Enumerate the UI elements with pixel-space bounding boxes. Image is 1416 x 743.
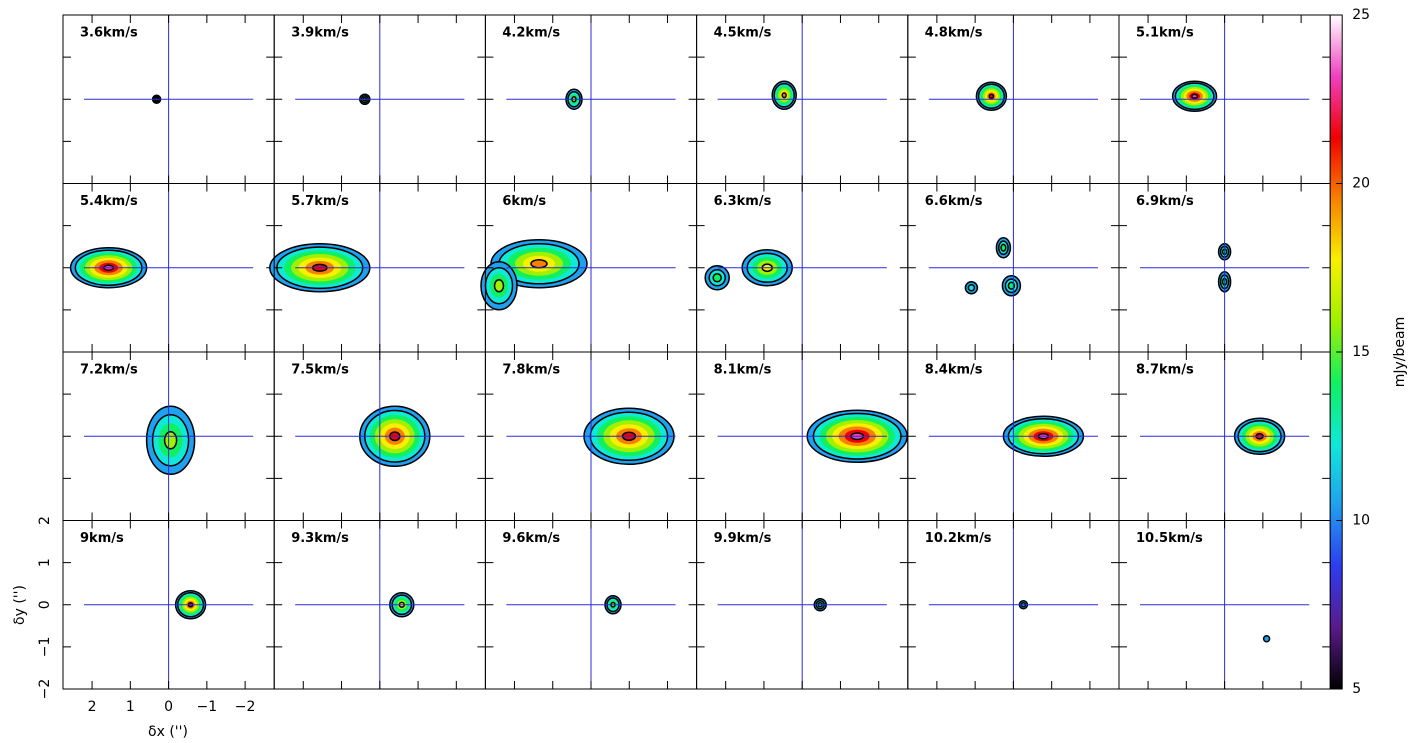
panel-velocity-label: 6.9km/s [1136, 194, 1194, 209]
panel: 7.2km/s [62, 351, 275, 521]
emission-contour [493, 279, 505, 293]
x-tick-label: −1 [197, 699, 218, 715]
colorbar-tick-label: 5 [1352, 681, 1361, 697]
panel-velocity-label: 7.2km/s [80, 363, 138, 378]
colorbar-tick-label: 25 [1352, 7, 1370, 23]
panel: 9.9km/s [696, 520, 909, 690]
y-tick-label: −2 [37, 679, 53, 700]
panel: 8.1km/s [696, 351, 909, 521]
x-tick-label: 0 [164, 699, 173, 715]
panel-velocity-label: 4.5km/s [714, 26, 772, 41]
panel-velocity-label: 9.3km/s [291, 531, 349, 546]
panel: 8.7km/s [1118, 351, 1331, 521]
x-tick-label: 2 [88, 699, 97, 715]
panel-velocity-label: 9.6km/s [502, 531, 560, 546]
emission-contour [163, 431, 178, 450]
emission-contour [712, 273, 722, 283]
panel: 8.4km/s [907, 351, 1120, 521]
panel: 2 1 0 −1 −2 −2 −1 0 1 2 9km/s [37, 516, 275, 715]
panel-velocity-label: 7.5km/s [291, 363, 349, 378]
panel-velocity-label: 9km/s [80, 531, 124, 546]
panel: 10.2km/s [907, 520, 1120, 690]
panel: 4.5km/s [696, 14, 909, 184]
panel: 10.5km/s [1118, 520, 1331, 690]
emission-contour [781, 92, 787, 99]
panel: 3.6km/s [62, 14, 275, 184]
y-axis-label: δy ('') [12, 585, 28, 625]
emission-contour [1000, 243, 1007, 252]
panel-velocity-label: 10.2km/s [925, 531, 992, 546]
panel-velocity-label: 3.9km/s [291, 26, 349, 41]
panel-velocity-label: 4.2km/s [502, 26, 560, 41]
emission-contour [1191, 93, 1199, 99]
panel-velocity-label: 8.4km/s [925, 363, 983, 378]
panel-velocity-label: 3.6km/s [80, 26, 138, 41]
colorbar-tick-label: 15 [1352, 344, 1370, 360]
panel-velocity-label: 8.7km/s [1136, 363, 1194, 378]
panel-velocity-label: 6.3km/s [714, 194, 772, 209]
emission-contour [530, 259, 548, 269]
panel: 6.9km/s [1118, 183, 1331, 353]
panel-velocity-label: 6km/s [502, 194, 546, 209]
colorbar-tick-label: 20 [1352, 176, 1370, 192]
panel: 6km/s [480, 183, 698, 353]
panel-velocity-label: 7.8km/s [502, 363, 560, 378]
y-tick-label: 2 [37, 516, 53, 525]
x-tick-label: 1 [126, 699, 135, 715]
panel: 5.4km/s [62, 183, 275, 353]
panel-velocity-label: 4.8km/s [925, 26, 983, 41]
colorbar-label: mJy/beam [1392, 317, 1408, 388]
panel-velocity-label: 8.1km/s [714, 363, 772, 378]
x-tick-label: −2 [235, 699, 256, 715]
panel: 5.1km/s [1118, 14, 1331, 184]
panel: 9.6km/s [484, 520, 698, 690]
panel-velocity-label: 10.5km/s [1136, 531, 1203, 546]
panel: 4.8km/s [907, 14, 1120, 184]
emission-contour [967, 284, 976, 292]
panel-velocity-label: 9.9km/s [714, 531, 772, 546]
panel: 9.3km/s [273, 520, 486, 690]
emission-contour [988, 93, 995, 99]
panel: 4.2km/s [484, 14, 698, 184]
panel: 7.5km/s [273, 351, 486, 521]
panel: 3.9km/s [273, 14, 486, 184]
panel: 7.8km/s [484, 351, 698, 521]
y-tick-label: 0 [37, 600, 53, 609]
panel-velocity-label: 5.1km/s [1136, 26, 1194, 41]
y-tick-label: 1 [37, 558, 53, 567]
emission-contour [1262, 635, 1271, 643]
colorbar-tick-label: 10 [1352, 513, 1370, 529]
panel-velocity-label: 5.4km/s [80, 194, 138, 209]
panel: 6.3km/s [696, 183, 909, 353]
panel-velocity-label: 6.6km/s [925, 194, 983, 209]
panel: 6.6km/s [907, 183, 1120, 353]
panel-velocity-label: 5.7km/s [291, 194, 349, 209]
y-tick-label: −1 [37, 637, 53, 658]
x-axis-label: δx ('') [148, 724, 188, 740]
panel: 5.7km/s [269, 183, 486, 353]
